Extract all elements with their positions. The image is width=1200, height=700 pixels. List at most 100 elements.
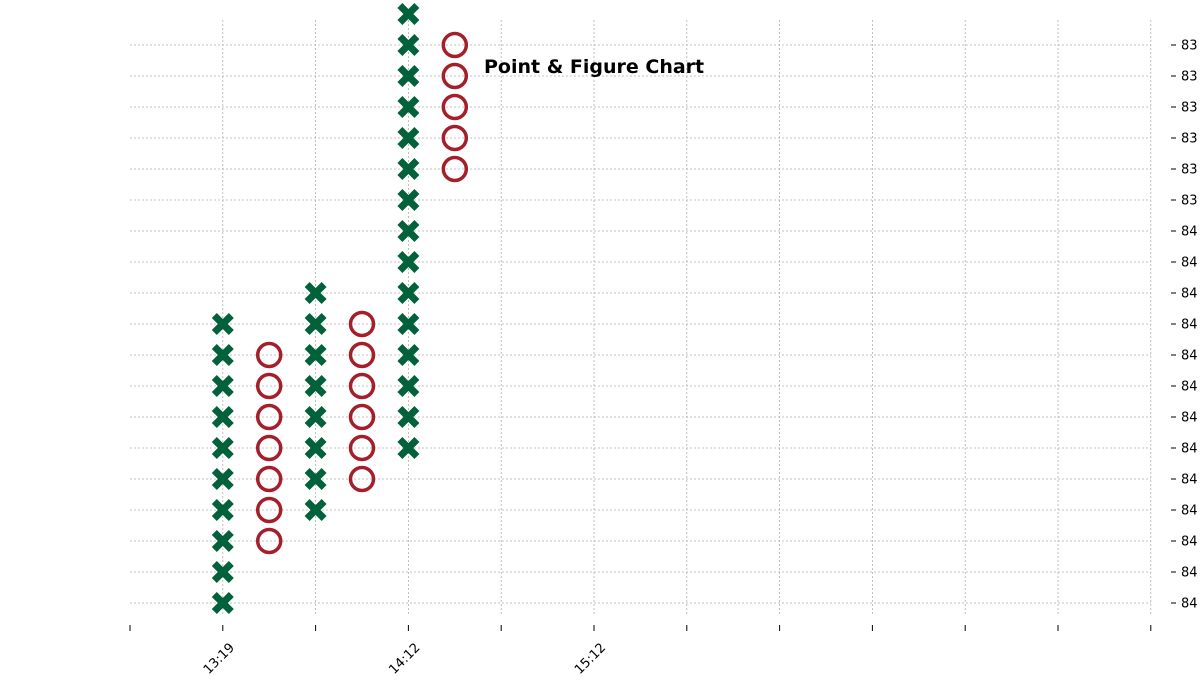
x-mark-stroke <box>397 313 420 335</box>
x-mark-stroke <box>211 499 234 521</box>
o-mark <box>348 465 376 493</box>
y-tick-label: 84 <box>1181 597 1198 612</box>
x-mark-stroke <box>304 406 327 428</box>
x-mark-stroke <box>397 437 420 459</box>
o-mark <box>348 403 376 431</box>
y-tick-label: 84 <box>1181 349 1198 364</box>
x-mark <box>304 375 327 397</box>
y-tick-label: 84 <box>1181 566 1198 581</box>
y-tick-label: 84 <box>1181 225 1198 240</box>
x-mark <box>304 313 327 335</box>
o-mark <box>348 341 376 369</box>
x-mark <box>397 34 420 56</box>
x-mark-stroke <box>304 499 327 521</box>
x-mark-stroke <box>397 158 420 180</box>
x-mark <box>397 282 420 304</box>
x-mark-stroke <box>211 344 234 366</box>
x-mark <box>397 3 420 25</box>
chart-title: Point & Figure Chart <box>484 56 704 78</box>
x-mark-stroke <box>211 592 234 614</box>
x-mark-stroke <box>397 3 420 25</box>
x-tick-label: 13:19 <box>201 640 238 677</box>
x-mark-stroke <box>211 530 234 552</box>
x-mark <box>397 313 420 335</box>
y-tick-label: 83 <box>1181 70 1198 85</box>
o-mark <box>348 434 376 462</box>
x-mark-stroke <box>211 468 234 490</box>
x-mark <box>211 437 234 459</box>
o-mark <box>348 372 376 400</box>
grid <box>130 20 1152 615</box>
x-mark-stroke <box>397 251 420 273</box>
x-mark <box>397 65 420 87</box>
y-tick-label: 83 <box>1181 39 1198 54</box>
o-mark <box>255 496 283 524</box>
x-mark <box>397 220 420 242</box>
o-mark <box>255 527 283 555</box>
x-mark-stroke <box>304 468 327 490</box>
o-mark <box>441 62 469 90</box>
x-mark <box>397 344 420 366</box>
x-mark <box>211 592 234 614</box>
o-mark <box>255 403 283 431</box>
x-mark-stroke <box>211 406 234 428</box>
x-mark <box>304 282 327 304</box>
x-mark <box>397 437 420 459</box>
x-mark-stroke <box>304 375 327 397</box>
x-mark-stroke <box>397 189 420 211</box>
x-mark <box>397 96 420 118</box>
x-mark <box>397 158 420 180</box>
x-mark-stroke <box>211 313 234 335</box>
y-tick-label: 83 <box>1181 101 1198 116</box>
x-mark <box>397 375 420 397</box>
o-mark <box>441 31 469 59</box>
x-tick-label: 14:12 <box>386 640 423 677</box>
x-mark <box>397 127 420 149</box>
axes: 84 84 84 84 84 84 84 84 84 84 84 84 84 83 83 83 83 83 83 13… <box>129 39 1198 678</box>
y-tick-label: 83 <box>1181 132 1198 147</box>
y-tick-label: 84 <box>1181 504 1198 519</box>
x-mark-stroke <box>304 437 327 459</box>
o-mark <box>255 341 283 369</box>
y-tick-label: 84 <box>1181 473 1198 488</box>
x-mark <box>397 189 420 211</box>
x-mark-stroke <box>397 220 420 242</box>
x-mark <box>304 437 327 459</box>
o-mark <box>255 372 283 400</box>
x-mark <box>397 251 420 273</box>
y-tick-label: 84 <box>1181 256 1198 271</box>
y-tick-label: 83 <box>1181 194 1198 209</box>
x-mark-stroke <box>397 65 420 87</box>
o-mark <box>348 310 376 338</box>
x-mark <box>211 561 234 583</box>
x-mark <box>304 344 327 366</box>
x-mark <box>211 313 234 335</box>
x-mark-stroke <box>304 313 327 335</box>
x-mark-stroke <box>211 375 234 397</box>
x-mark <box>211 499 234 521</box>
x-mark <box>211 468 234 490</box>
y-tick-label: 84 <box>1181 287 1198 302</box>
y-tick-label: 84 <box>1181 380 1198 395</box>
x-mark-stroke <box>397 344 420 366</box>
o-mark <box>255 465 283 493</box>
x-mark-stroke <box>211 561 234 583</box>
y-tick-label: 84 <box>1181 318 1198 333</box>
x-mark-stroke <box>211 437 234 459</box>
x-mark-stroke <box>304 282 327 304</box>
x-mark-stroke <box>397 96 420 118</box>
x-mark <box>211 375 234 397</box>
y-tick-label: 84 <box>1181 535 1198 550</box>
x-mark <box>397 406 420 428</box>
y-tick-label: 84 <box>1181 442 1198 457</box>
x-mark <box>211 406 234 428</box>
o-mark <box>255 434 283 462</box>
x-mark-stroke <box>304 344 327 366</box>
x-mark-stroke <box>397 375 420 397</box>
x-mark <box>304 499 327 521</box>
x-mark <box>304 468 327 490</box>
marks <box>211 3 469 614</box>
x-mark <box>211 344 234 366</box>
